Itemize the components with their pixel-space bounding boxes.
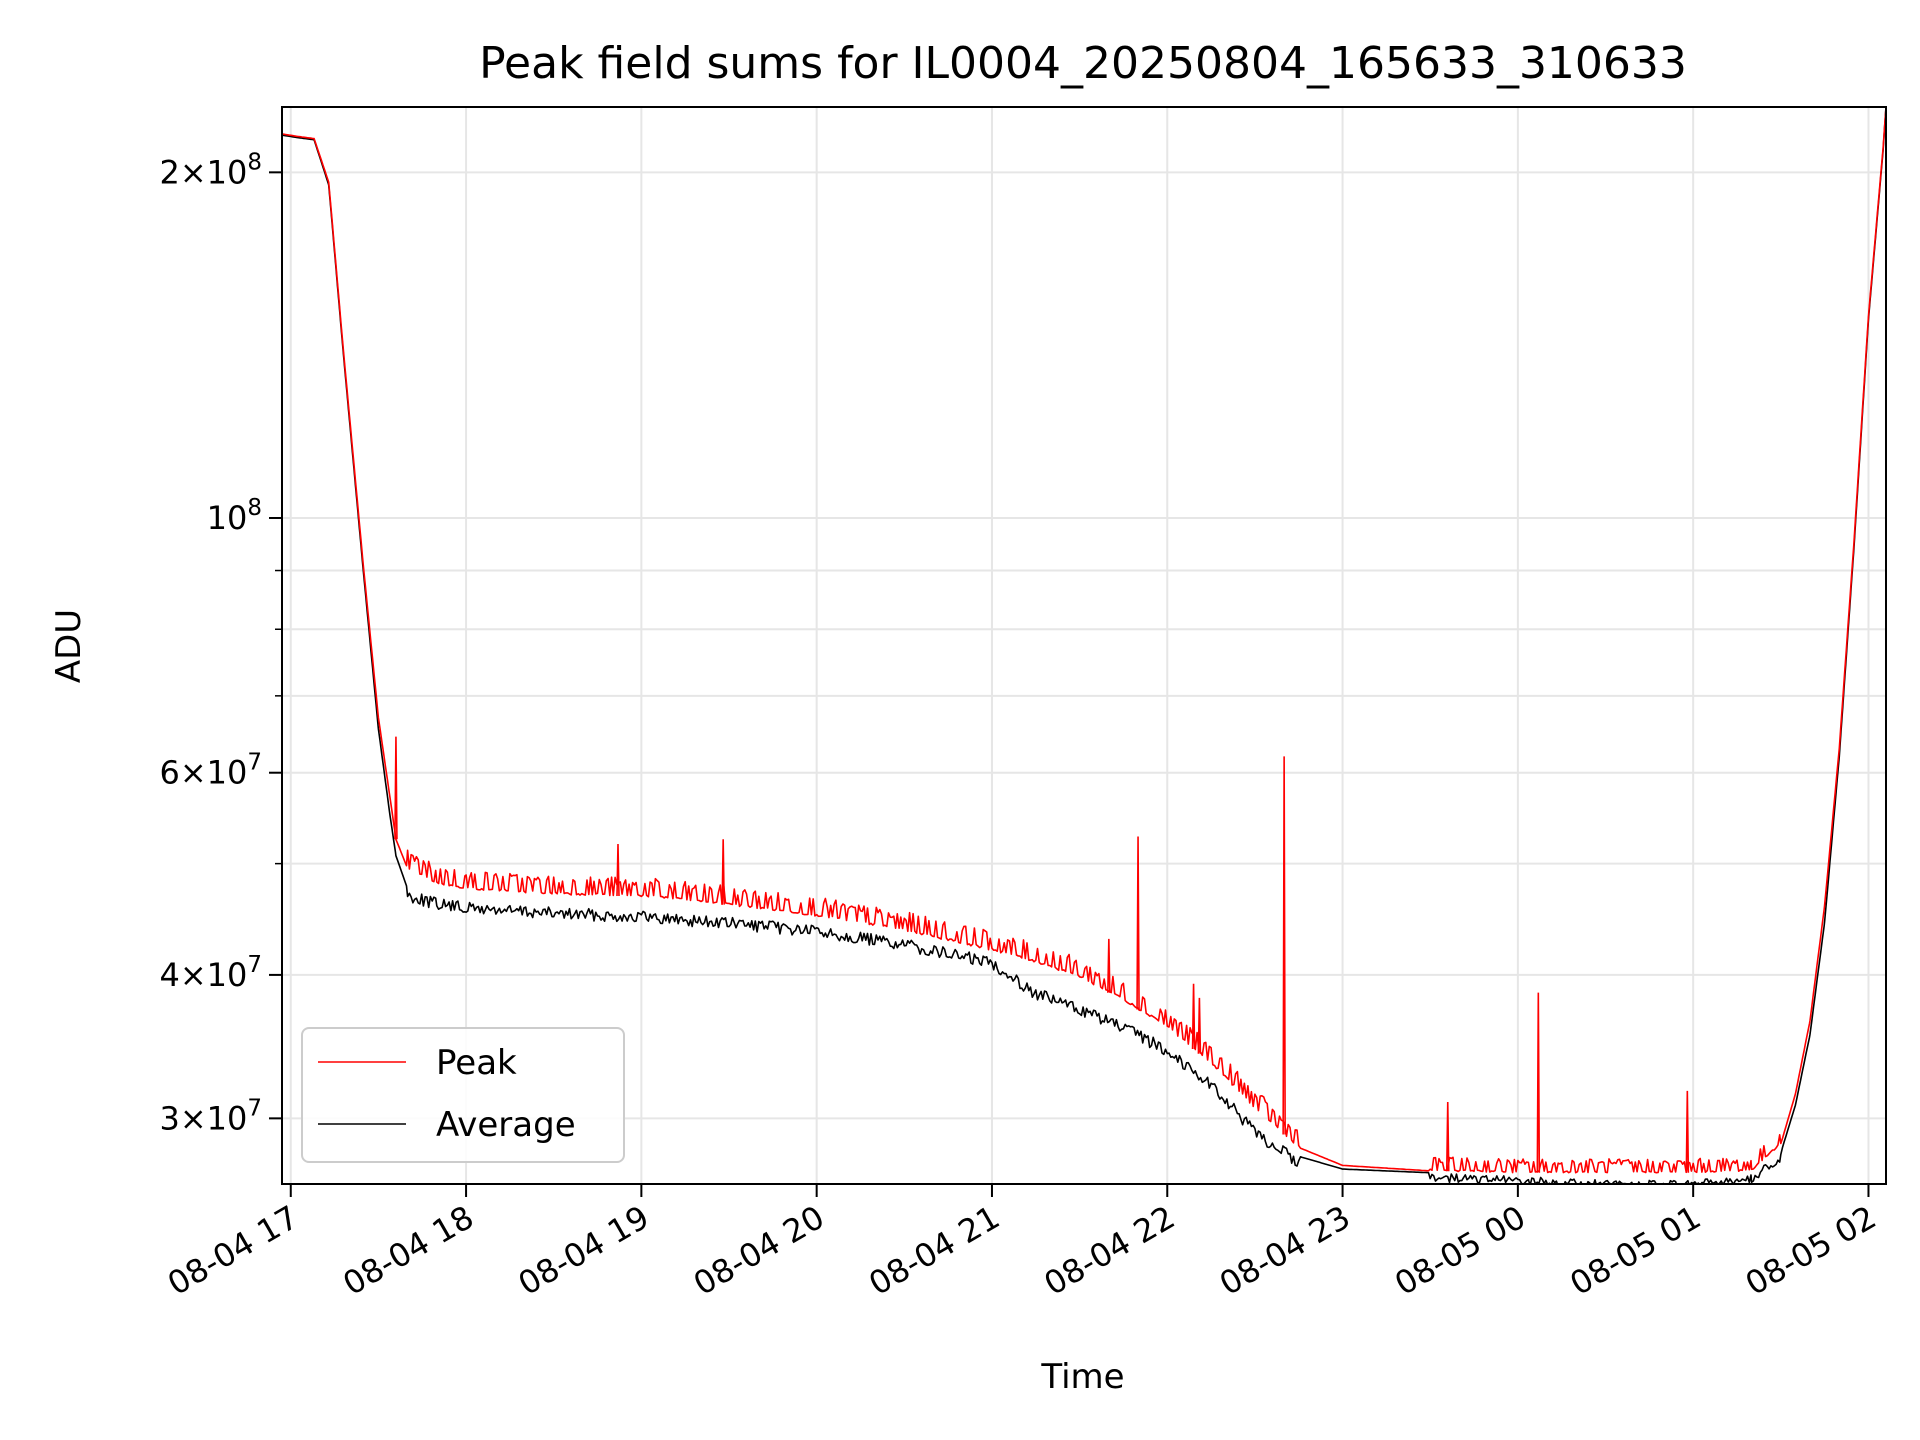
y-tick-exponent: 7: [247, 1095, 262, 1121]
series-line-peak: [282, 107, 1886, 1174]
y-tick-times: ×: [180, 1099, 207, 1137]
series-line-average: [282, 107, 1886, 1184]
series-layer: [282, 107, 1886, 1184]
peak-spike: [1107, 938, 1111, 993]
x-tick-label: 08-05 01: [1564, 1198, 1708, 1303]
y-tick-label: 3×107: [159, 1095, 262, 1137]
peak-spike: [394, 736, 398, 840]
x-tick-label: 08-04 22: [1038, 1198, 1182, 1303]
legend: Peak Average: [301, 1027, 625, 1163]
y-tick-times: ×: [180, 754, 207, 792]
y-tick-label: 6×107: [159, 750, 262, 792]
y-tick-exponent: 8: [247, 149, 262, 175]
peak-spike: [1445, 1101, 1450, 1172]
y-tick-base: 10: [207, 499, 248, 537]
x-tick-label: 08-04 21: [862, 1198, 1006, 1303]
y-tick-base: 10: [207, 153, 248, 191]
y-tick-mantissa: 4: [159, 956, 179, 994]
x-tick-label: 08-05 02: [1739, 1198, 1883, 1303]
y-tick-base: 10: [207, 754, 248, 792]
y-tick-mantissa: 2: [159, 153, 179, 191]
y-tick-label: 2×108: [159, 149, 262, 191]
x-tick-label: 08-04 23: [1213, 1198, 1357, 1303]
y-tick-mantissa: 6: [159, 754, 179, 792]
x-tick-label: 08-04 20: [687, 1198, 831, 1303]
peak-spike: [721, 839, 725, 905]
legend-label-average: Average: [436, 1105, 576, 1145]
y-tick-times: ×: [180, 956, 207, 994]
peak-spike: [1282, 756, 1286, 1135]
chart-title: Peak field sums for IL0004_20250804_1656…: [479, 38, 1687, 89]
y-tick-label: 4×107: [159, 952, 262, 994]
peak-spike: [1136, 836, 1140, 1010]
peak-spike: [1536, 992, 1541, 1173]
peak-spike: [1685, 1090, 1690, 1173]
x-axis: 08-04 17 08-04 18 08-04 19 08-04 20 08-04 21…: [161, 1184, 1882, 1303]
y-tick-exponent: 7: [247, 750, 262, 776]
y-tick-base: 10: [207, 1099, 248, 1137]
y-tick-label: 108: [207, 495, 262, 537]
x-tick-label: 08-05 00: [1388, 1198, 1532, 1303]
y-tick-mantissa: 3: [159, 1099, 179, 1137]
x-tick-label: 08-04 19: [512, 1198, 656, 1303]
y-tick-exponent: 8: [247, 495, 262, 521]
y-tick-times: ×: [180, 153, 207, 191]
legend-label-peak: Peak: [436, 1043, 517, 1083]
x-axis-label: Time: [1040, 1357, 1124, 1397]
y-tick-base: 10: [207, 956, 248, 994]
y-tick-exponent: 7: [247, 952, 262, 978]
peak-spike: [1197, 997, 1202, 1054]
x-tick-label: 08-04 17: [161, 1198, 305, 1303]
peak-spike: [1191, 983, 1196, 1049]
grid: [282, 107, 1886, 1184]
x-tick-label: 08-04 18: [336, 1198, 480, 1303]
plot-frame: [281, 106, 1887, 1185]
y-axis-label: ADU: [49, 609, 89, 683]
peak-spike: [616, 844, 620, 897]
